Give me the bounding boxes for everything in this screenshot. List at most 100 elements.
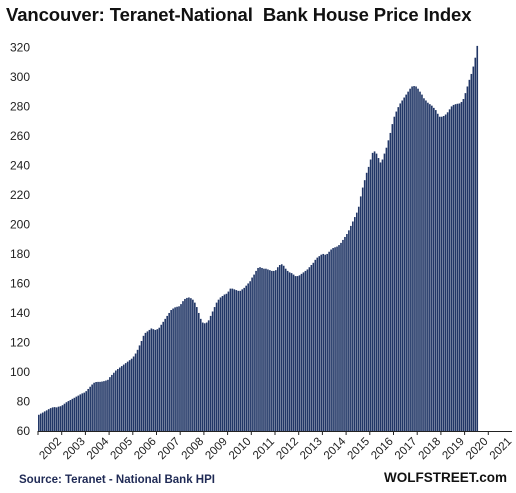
bar xyxy=(229,288,232,431)
y-tick-label: 180 xyxy=(10,247,30,261)
bar xyxy=(273,270,275,431)
bar xyxy=(211,311,214,431)
bar xyxy=(355,212,358,431)
bar xyxy=(292,274,295,431)
bar xyxy=(91,384,93,431)
bar xyxy=(332,248,334,431)
bar xyxy=(421,94,423,431)
bar xyxy=(458,103,461,431)
bar xyxy=(255,270,257,431)
bar xyxy=(223,294,226,431)
bar xyxy=(150,328,153,431)
bar xyxy=(352,221,354,431)
y-tick-label: 100 xyxy=(10,365,30,379)
bar xyxy=(138,345,141,431)
bar xyxy=(233,289,236,431)
bar xyxy=(99,381,101,431)
bar xyxy=(275,270,277,431)
bar xyxy=(79,394,82,431)
x-tick-label: 2006 xyxy=(132,436,159,463)
bar xyxy=(391,124,394,431)
bar xyxy=(438,116,441,431)
bar xyxy=(276,267,279,431)
bar xyxy=(403,97,405,431)
bar xyxy=(45,410,48,431)
x-axis-ticks: 2002200320042005200620072008200920102011… xyxy=(37,431,514,462)
bar xyxy=(176,306,178,431)
bar xyxy=(213,307,216,431)
bar xyxy=(401,100,404,432)
bar xyxy=(113,372,115,431)
bar xyxy=(417,88,419,431)
bar xyxy=(128,360,131,431)
bar xyxy=(126,361,129,431)
y-tick-label: 300 xyxy=(10,70,30,84)
bar xyxy=(186,297,188,431)
bar xyxy=(346,234,348,431)
bar xyxy=(336,246,338,431)
bar xyxy=(53,407,56,431)
bar xyxy=(361,187,364,431)
bar xyxy=(399,103,402,431)
bar xyxy=(468,79,471,431)
bar xyxy=(460,101,463,431)
bar xyxy=(298,275,301,431)
bar xyxy=(249,281,251,431)
bar xyxy=(111,374,113,431)
x-tick-label: 2010 xyxy=(227,436,254,463)
bar xyxy=(148,329,151,431)
bar xyxy=(377,158,380,432)
bar xyxy=(95,382,97,431)
bar xyxy=(180,304,182,431)
bar xyxy=(444,114,447,431)
bar xyxy=(452,104,455,432)
bar xyxy=(320,254,323,431)
bar xyxy=(330,249,332,431)
bar xyxy=(373,151,376,431)
x-tick-label: 2016 xyxy=(369,436,396,463)
bar xyxy=(314,259,317,431)
bar xyxy=(97,381,99,431)
bar xyxy=(144,332,147,431)
bar xyxy=(338,245,340,431)
bar xyxy=(395,111,398,431)
y-tick-label: 140 xyxy=(10,306,30,320)
bar xyxy=(215,302,218,431)
bar xyxy=(142,335,145,431)
bar xyxy=(39,413,42,431)
bar xyxy=(140,341,143,431)
bar xyxy=(286,270,289,431)
x-tick-label: 2018 xyxy=(417,436,444,463)
bar xyxy=(431,105,433,431)
x-tick-label: 2011 xyxy=(251,436,277,462)
bar xyxy=(130,358,133,431)
bar xyxy=(117,369,119,431)
bar xyxy=(38,414,40,431)
bar xyxy=(385,147,388,431)
bar xyxy=(239,290,242,431)
bar xyxy=(365,172,368,432)
bar xyxy=(427,102,429,432)
bar xyxy=(227,291,230,431)
y-axis-ticks: 60 80 100 120 140 160 180 200 220 240 260 280 300 320 xyxy=(10,40,30,438)
bar xyxy=(47,409,50,431)
bar xyxy=(61,405,64,431)
bar xyxy=(312,262,315,431)
bar xyxy=(322,253,325,431)
bar xyxy=(413,86,415,431)
bar xyxy=(122,364,125,431)
x-tick-label: 2017 xyxy=(393,436,420,463)
bar xyxy=(411,86,413,431)
bar xyxy=(243,287,246,431)
bar xyxy=(184,298,186,431)
bar xyxy=(205,322,208,431)
bar xyxy=(450,106,453,432)
bar xyxy=(158,327,161,431)
bar xyxy=(203,323,206,431)
bar xyxy=(440,116,443,431)
bar xyxy=(235,290,238,431)
bar xyxy=(251,277,253,431)
bar xyxy=(115,370,117,431)
x-tick-label: 2005 xyxy=(109,436,136,463)
bar xyxy=(136,349,139,431)
